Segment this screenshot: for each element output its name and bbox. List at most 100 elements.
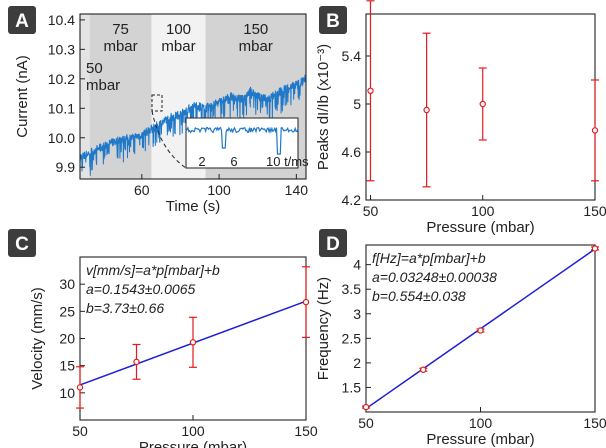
panel-B-y-tick-label: 4.6 bbox=[342, 144, 362, 160]
panel-B-data-point bbox=[478, 67, 487, 141]
panel-A-x-axis-label: Time (s) bbox=[166, 198, 220, 215]
panel-A-x-tick-label: 60 bbox=[134, 182, 150, 198]
panel-B-badge: B bbox=[319, 6, 347, 34]
panel-A-y-tick-label: 10.3 bbox=[48, 41, 75, 57]
panel-A-pressure-region bbox=[80, 14, 90, 179]
panel-B-data-point bbox=[591, 79, 599, 182]
panel-A-frame bbox=[79, 13, 307, 180]
panel-B-x-tick-label: 150 bbox=[583, 203, 606, 219]
panel-A-y-tick-label: 10.1 bbox=[48, 100, 75, 116]
panel-C-fit-annotation: a=0.1543±0.0065 bbox=[86, 281, 196, 297]
panel-D-y-tick-label: 3.5 bbox=[342, 281, 362, 297]
panel-A-region-label: mbar bbox=[239, 38, 273, 55]
panel-A-region-label: mbar bbox=[161, 38, 195, 55]
panel-C-y-axis-label: Velocity (mm/s) bbox=[29, 287, 46, 390]
panel-B-x-tick-label: 100 bbox=[471, 203, 495, 219]
panel-D-y-tick-label: 3 bbox=[353, 306, 361, 322]
panel-D-data-point bbox=[419, 366, 428, 373]
panel-A-y-tick-label: 10.2 bbox=[48, 71, 75, 87]
panel-D-y-tick-label: 2 bbox=[353, 355, 361, 371]
panel-D-x-axis-label: Pressure (mbar) bbox=[426, 431, 534, 448]
panel-C-y-tick-label: 20 bbox=[59, 331, 75, 347]
panel-B-marker bbox=[367, 87, 374, 95]
panel-B-data-point bbox=[422, 32, 431, 188]
panel-A-y-tick-label: 10.0 bbox=[48, 130, 75, 146]
panel-B-y-axis-label: Peaks dI/Ib (x10⁻³) bbox=[315, 44, 332, 170]
panel-A-pressure-region bbox=[89, 14, 152, 179]
panel-C-fit-annotation: b=3.73±0.66 bbox=[86, 300, 164, 316]
panel-C-badge-letter: C bbox=[15, 234, 29, 255]
panel-A-inset-tick-label: 10 t/ms bbox=[266, 154, 309, 169]
panel-C-badge: C bbox=[8, 229, 36, 257]
panel-C-marker bbox=[302, 298, 310, 306]
panel-C-marker bbox=[133, 358, 140, 366]
panel-A-region-label: mbar bbox=[86, 77, 120, 94]
panel-B-badge-letter: B bbox=[326, 11, 340, 32]
panel-B-y-tick-label: 4.2 bbox=[342, 192, 362, 208]
panel-A-y-tick-label: 10.4 bbox=[48, 12, 75, 28]
panel-B-marker bbox=[591, 127, 599, 134]
panel-D-x-tick-label: 150 bbox=[583, 415, 606, 431]
panel-B-data-point bbox=[366, 0, 375, 182]
panel-D-marker bbox=[591, 245, 599, 252]
panel-D-badge: D bbox=[319, 229, 347, 257]
panel-C-data-point bbox=[132, 343, 141, 380]
panel-C-fit-annotation: v[mm/s]=a*p[mbar]+b bbox=[86, 262, 220, 278]
panel-C-y-tick-label: 30 bbox=[59, 276, 75, 292]
panel-B-frame bbox=[365, 13, 596, 201]
panel-B-marker bbox=[423, 106, 430, 114]
panel-D-x-tick-label: 100 bbox=[469, 415, 493, 431]
panel-B-x-axis-label: Pressure (mbar) bbox=[426, 219, 534, 236]
panel-C-y-tick-label: 25 bbox=[59, 303, 75, 319]
panel-D-fit-annotation: b=0.554±0.038 bbox=[372, 288, 466, 304]
panel-C-y-tick-label: 15 bbox=[59, 358, 75, 374]
panel-A-x-tick-label: 100 bbox=[207, 182, 231, 198]
panel-C-x-tick-label: 100 bbox=[181, 423, 205, 439]
panel-D-badge-letter: D bbox=[326, 234, 340, 255]
panel-C-badge-box bbox=[8, 229, 36, 257]
panel-A-current-trace bbox=[79, 74, 307, 176]
panel-C-data-point bbox=[189, 316, 197, 368]
panel-C-x-axis-label: Pressure (mbar) bbox=[139, 439, 247, 448]
panel-B-badge-box bbox=[319, 6, 347, 34]
panel-A-region-label: 75 bbox=[112, 21, 129, 38]
panel-A-x-tick-label: 140 bbox=[285, 182, 309, 198]
panel-A-badge-letter: A bbox=[15, 11, 29, 32]
panel-D-data-point bbox=[362, 403, 370, 411]
panel-D-fit-annotation: a=0.03248±0.00038 bbox=[372, 269, 497, 285]
panel-A-inset-tick-label: 6 bbox=[230, 154, 237, 169]
panel-A-badge-box bbox=[8, 6, 36, 34]
panel-D-marker bbox=[420, 366, 427, 373]
panel-C-data-point bbox=[76, 366, 84, 409]
panel-A-zoom-box bbox=[151, 94, 163, 112]
panel-A-region-label: mbar bbox=[103, 38, 137, 55]
panel-A-inset-frame bbox=[185, 117, 299, 169]
panel-D-x-tick-label: 50 bbox=[358, 415, 374, 431]
panel-A-inset-tick-label: 2 bbox=[198, 154, 205, 169]
panel-A-region-label: 150 bbox=[243, 21, 268, 38]
panel-D-y-tick-label: 1.5 bbox=[342, 379, 362, 395]
panel-A-region-label: 100 bbox=[166, 21, 191, 38]
panel-B-y-tick-label: 5.4 bbox=[342, 48, 362, 64]
panel-A-region-label: 50 bbox=[86, 60, 103, 77]
panel-A-badge: A bbox=[8, 6, 36, 34]
panel-D-y-tick-label: 2.5 bbox=[342, 330, 362, 346]
panel-A-y-tick-label: 9.9 bbox=[56, 159, 76, 175]
panel-C-marker bbox=[76, 384, 84, 391]
panel-D-badge-box bbox=[319, 229, 347, 257]
panel-D-fit-annotation: f[Hz]=a*p[mbar]+b bbox=[372, 250, 486, 266]
panel-C-x-tick-label: 150 bbox=[294, 423, 318, 439]
panel-A-y-axis-label: Current (nA) bbox=[14, 55, 31, 138]
panel-D-y-tick-label: 4 bbox=[353, 257, 361, 273]
panel-A-zoom-connector bbox=[151, 110, 187, 169]
panel-B-y-tick-label: 5 bbox=[353, 96, 361, 112]
panel-D-data-point bbox=[476, 327, 485, 334]
panel-C-marker bbox=[189, 339, 197, 346]
panel-C-data-point bbox=[302, 266, 310, 339]
panel-D-marker bbox=[477, 327, 484, 334]
panel-C-y-tick-label: 10 bbox=[59, 385, 75, 401]
panel-B-x-tick-label: 50 bbox=[363, 203, 379, 219]
panel-C-x-tick-label: 50 bbox=[72, 423, 88, 439]
panel-A-inset-trace bbox=[185, 126, 299, 155]
